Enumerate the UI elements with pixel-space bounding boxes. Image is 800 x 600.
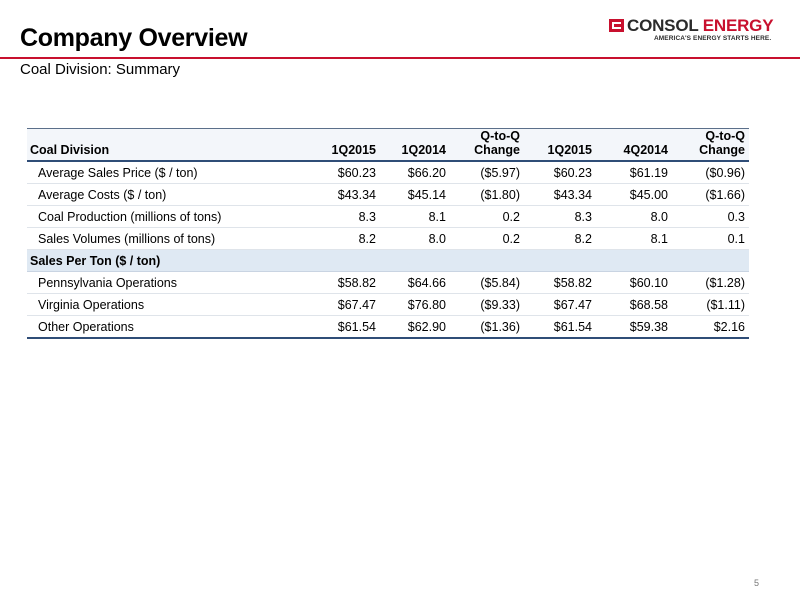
table-header-row: Coal Division 1Q2015 1Q2014 Q-to-Q Chang… (27, 128, 749, 162)
table-cell: 8.2 (310, 227, 380, 250)
header-1q2015: 1Q2015 (310, 128, 380, 162)
page-title: Company Overview (20, 24, 248, 52)
table-row: Pennsylvania Operations $58.82 $64.66 ($… (27, 271, 749, 294)
coal-division-table: Coal Division 1Q2015 1Q2014 Q-to-Q Chang… (27, 128, 749, 339)
row-label: Coal Production (millions of tons) (27, 205, 310, 228)
table-cell: $45.00 (596, 183, 672, 206)
page-number: 5 (753, 578, 759, 588)
table-cell: 8.2 (524, 227, 596, 250)
table-cell: ($1.28) (672, 271, 749, 294)
table-cell: 8.1 (596, 227, 672, 250)
table-cell: $60.23 (310, 161, 380, 184)
table-cell: $68.58 (596, 293, 672, 316)
table-cell: 8.0 (380, 227, 450, 250)
section-label: Sales Per Ton ($ / ton) (27, 249, 749, 272)
table-cell: $60.10 (596, 271, 672, 294)
table-cell: 8.0 (596, 205, 672, 228)
logo-mark-icon (609, 19, 624, 32)
table-cell: $66.20 (380, 161, 450, 184)
table-cell: $61.54 (524, 315, 596, 339)
logo-name-part1: CONSOL (627, 16, 699, 35)
header-coal-division: Coal Division (27, 128, 310, 162)
page-subtitle: Coal Division: Summary (20, 61, 181, 78)
section-header-row: Sales Per Ton ($ / ton) (27, 249, 749, 272)
table-row: Average Sales Price ($ / ton) $60.23 $66… (27, 161, 749, 184)
table-cell: $2.16 (672, 315, 749, 339)
table-cell: ($5.84) (450, 271, 524, 294)
table-cell: 8.1 (380, 205, 450, 228)
table-cell: $61.54 (310, 315, 380, 339)
table-cell: ($0.96) (672, 161, 749, 184)
table-cell: $60.23 (524, 161, 596, 184)
table-row: Other Operations $61.54 $62.90 ($1.36) $… (27, 315, 749, 339)
table-cell: $45.14 (380, 183, 450, 206)
table-cell: $58.82 (310, 271, 380, 294)
company-logo: CONSOL ENERGY AMERICA'S ENERGY STARTS HE… (608, 16, 788, 42)
row-label: Other Operations (27, 315, 310, 339)
table-row: Coal Production (millions of tons) 8.3 8… (27, 205, 749, 228)
header-1q2015-second: 1Q2015 (524, 128, 596, 162)
table-cell: ($1.66) (672, 183, 749, 206)
table-cell: $59.38 (596, 315, 672, 339)
row-label: Average Sales Price ($ / ton) (27, 161, 310, 184)
logo-tagline: AMERICA'S ENERGY STARTS HERE. (654, 35, 772, 42)
table-cell: $64.66 (380, 271, 450, 294)
table-cell: 8.3 (310, 205, 380, 228)
row-label: Average Costs ($ / ton) (27, 183, 310, 206)
table-cell: ($1.36) (450, 315, 524, 339)
table-cell: $62.90 (380, 315, 450, 339)
table-row: Average Costs ($ / ton) $43.34 $45.14 ($… (27, 183, 749, 206)
table-cell: $76.80 (380, 293, 450, 316)
table-cell: $61.19 (596, 161, 672, 184)
row-label: Pennsylvania Operations (27, 271, 310, 294)
table-cell: ($1.80) (450, 183, 524, 206)
table-cell: 0.2 (450, 227, 524, 250)
header-4q2014: 4Q2014 (596, 128, 672, 162)
table-cell: ($5.97) (450, 161, 524, 184)
row-label: Sales Volumes (millions of tons) (27, 227, 310, 250)
table-cell: 0.1 (672, 227, 749, 250)
title-divider (0, 57, 800, 59)
logo-name-part2: ENERGY (702, 16, 774, 35)
table-row: Sales Volumes (millions of tons) 8.2 8.0… (27, 227, 749, 250)
table-cell: ($9.33) (450, 293, 524, 316)
table-cell: $43.34 (310, 183, 380, 206)
table-cell: 8.3 (524, 205, 596, 228)
row-label: Virginia Operations (27, 293, 310, 316)
logo-wordmark: CONSOL ENERGY (627, 16, 774, 36)
table-cell: $43.34 (524, 183, 596, 206)
table-cell: $67.47 (524, 293, 596, 316)
table-cell: 0.2 (450, 205, 524, 228)
table-cell: $58.82 (524, 271, 596, 294)
header-1q2014: 1Q2014 (380, 128, 450, 162)
table-cell: ($1.11) (672, 293, 749, 316)
table-cell: 0.3 (672, 205, 749, 228)
table-row: Virginia Operations $67.47 $76.80 ($9.33… (27, 293, 749, 316)
table-cell: $67.47 (310, 293, 380, 316)
header-q-to-q-change: Q-to-Q Change (450, 128, 524, 162)
header-q-to-q-change-second: Q-to-Q Change (672, 128, 749, 162)
